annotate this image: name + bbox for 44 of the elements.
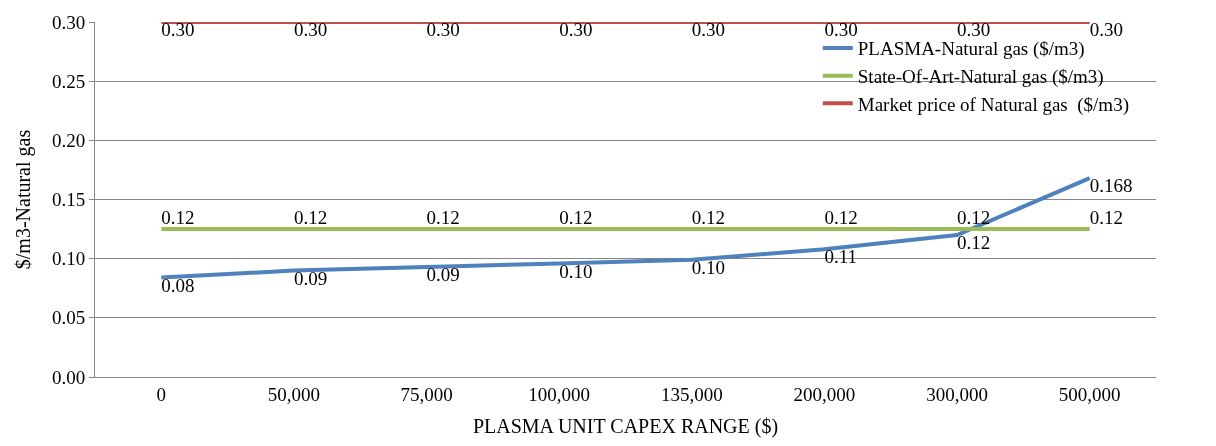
y-tick-label: 0.00	[51, 366, 86, 388]
data-label: 0.10	[691, 257, 726, 279]
data-label: 0.30	[1089, 19, 1123, 41]
data-label: 0.12	[426, 207, 460, 229]
y-tick-label: 0.30	[51, 11, 86, 33]
data-label: 0.30	[161, 19, 195, 41]
data-label: 0.11	[824, 246, 857, 268]
data-label: 0.09	[426, 264, 460, 286]
y-tick-label: 0.20	[51, 129, 86, 151]
data-label: 0.12	[559, 207, 593, 229]
data-label: 0.09	[293, 267, 328, 289]
y-axis-title: $/m3-Natural gas	[12, 129, 36, 270]
data-label: 0.30	[426, 19, 460, 41]
x-tick-label: 500,000	[1058, 383, 1121, 405]
x-tick-label: 200,000	[793, 383, 856, 405]
data-label: 0.30	[691, 19, 726, 41]
x-axis-title: PLASMA UNIT CAPEX RANGE ($)	[472, 415, 779, 439]
legend-label: PLASMA-Natural gas ($/m3)	[857, 38, 1085, 61]
y-tick-label: 0.25	[51, 70, 86, 92]
data-label: 0.12	[691, 207, 726, 229]
data-label: 0.30	[293, 19, 328, 41]
data-label: 0.30	[957, 19, 991, 41]
data-label: 0.12	[1089, 207, 1123, 229]
data-label: 0.30	[824, 19, 858, 41]
x-tick-label: 75,000	[400, 383, 453, 405]
data-label: 0.12	[957, 207, 991, 229]
y-tick-label: 0.10	[51, 248, 86, 270]
data-label: 0.30	[559, 19, 593, 41]
data-label: 0.08	[161, 274, 195, 296]
x-tick-label: 300,000	[926, 383, 988, 405]
x-tick-label: 50,000	[267, 383, 321, 405]
data-label: 0.10	[559, 260, 593, 282]
x-tick-label: 100,000	[528, 383, 591, 405]
legend-label: Market price of Natural gas ($/m3)	[857, 93, 1129, 116]
y-tick-label: 0.05	[51, 307, 86, 329]
data-label: 0.12	[957, 232, 991, 254]
legend-label: State-Of-Art-Natural gas ($/m3)	[857, 66, 1104, 89]
data-label: 0.12	[161, 207, 195, 229]
x-tick-label: 135,000	[660, 383, 723, 405]
data-label: 0.168	[1089, 175, 1133, 197]
x-tick-label: 0	[156, 383, 167, 405]
data-label: 0.12	[293, 207, 328, 229]
data-label: 0.12	[824, 207, 858, 229]
y-tick-label: 0.15	[51, 189, 86, 211]
